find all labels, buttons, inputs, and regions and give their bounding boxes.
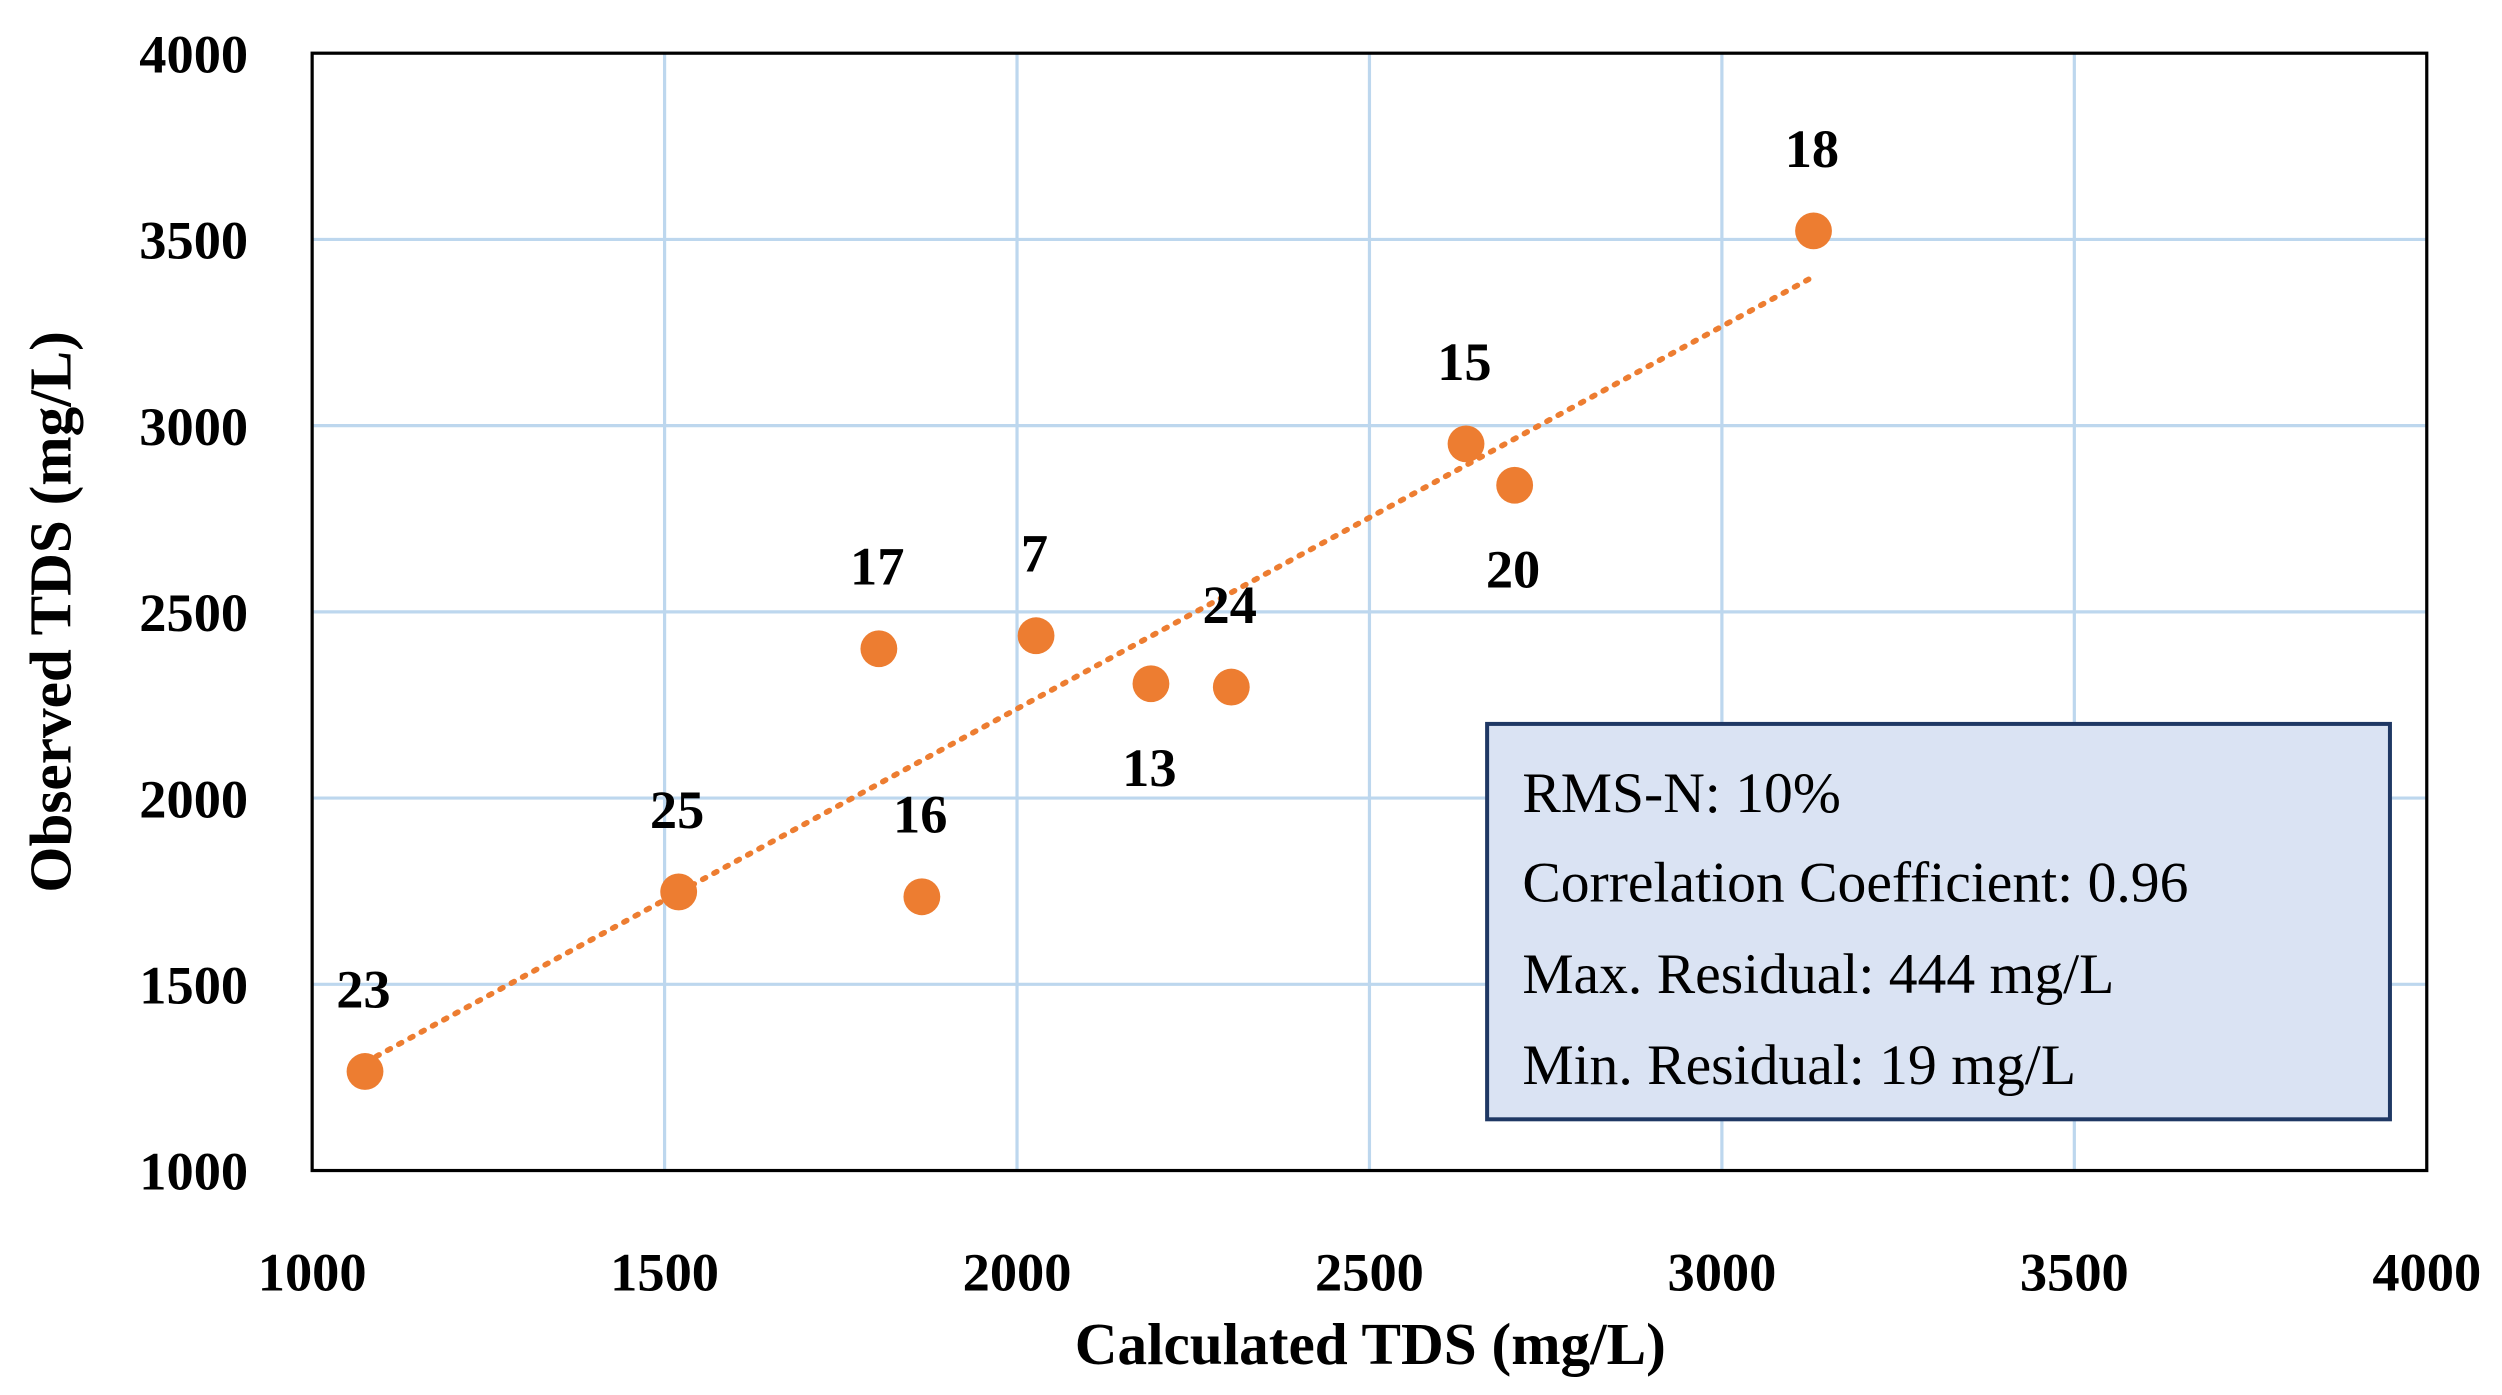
y-tick-label: 2000 <box>139 769 248 829</box>
data-point <box>1132 665 1170 703</box>
data-point <box>1447 425 1485 463</box>
data-label: 17 <box>850 537 904 597</box>
data-label: 25 <box>650 780 704 840</box>
stat-rms-n: RMS-N: 10% <box>1522 762 1840 825</box>
x-tick-label: 2000 <box>963 1243 1072 1303</box>
x-tick-label: 3000 <box>1667 1243 1776 1303</box>
data-label: 24 <box>1202 575 1256 635</box>
data-point <box>1795 212 1832 250</box>
plot-frame <box>310 51 2429 1173</box>
data-label: 13 <box>1122 738 1176 798</box>
y-axis-title: Observed TDS (mg/L) <box>17 331 83 893</box>
x-tick-label: 1500 <box>610 1243 719 1303</box>
x-tick-label: 3500 <box>2020 1243 2129 1303</box>
data-points <box>346 212 1832 1090</box>
data-label: 16 <box>893 785 947 845</box>
data-point <box>660 873 698 911</box>
y-tick-label: 4000 <box>139 24 248 84</box>
y-tick-label: 3500 <box>139 211 248 271</box>
x-tick-labels: 1000 1500 2000 2500 3000 3500 4000 <box>258 1243 2481 1303</box>
y-tick-labels: 1000 1500 2000 2500 3000 3500 4000 <box>139 24 248 1201</box>
data-point <box>903 878 941 916</box>
stat-correlation: Correlation Coefficient: 0.96 <box>1522 852 2188 915</box>
point-labels: 23 25 16 17 7 13 24 15 20 18 <box>336 119 1839 1020</box>
x-tick-label: 2500 <box>1315 1243 1424 1303</box>
x-tick-label: 4000 <box>2372 1243 2481 1303</box>
stats-box: RMS-N: 10% Correlation Coefficient: 0.96… <box>1485 721 2392 1122</box>
data-point <box>1017 617 1055 655</box>
grid <box>312 53 2427 1171</box>
data-point <box>346 1053 384 1090</box>
y-tick-label: 2500 <box>139 583 248 643</box>
trendline <box>362 273 1817 1066</box>
data-label: 7 <box>1021 524 1048 584</box>
data-label: 20 <box>1486 540 1540 600</box>
data-point <box>1212 668 1250 706</box>
x-tick-label: 1000 <box>258 1243 367 1303</box>
data-point <box>860 630 898 668</box>
y-tick-label: 1000 <box>139 1142 248 1202</box>
y-tick-label: 1500 <box>139 956 248 1016</box>
data-label: 15 <box>1437 332 1491 392</box>
stat-min-residual: Min. Residual: 19 mg/L <box>1522 1034 2076 1097</box>
data-label: 23 <box>336 959 390 1019</box>
data-label: 18 <box>1785 119 1839 179</box>
data-point <box>1496 466 1534 504</box>
stat-max-residual: Max. Residual: 444 mg/L <box>1522 943 2114 1006</box>
y-tick-label: 3000 <box>139 397 248 457</box>
x-axis-title: Calculated TDS (mg/L) <box>1075 1311 1666 1377</box>
